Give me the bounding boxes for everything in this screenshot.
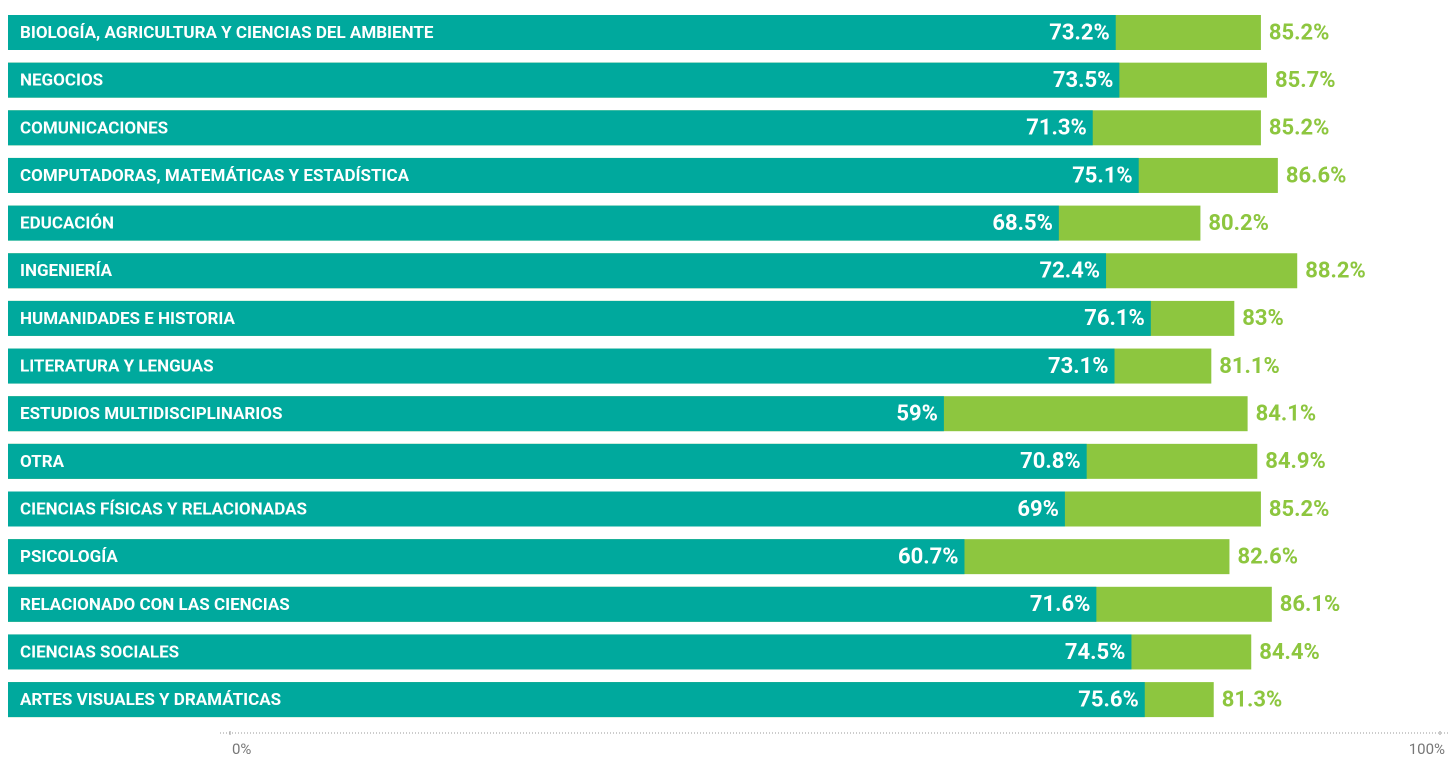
- value-label: 71.3%: [1026, 116, 1087, 141]
- value-label: 84.4%: [1259, 640, 1320, 665]
- value-label: 73.1%: [1048, 354, 1109, 379]
- bar: [8, 300, 1151, 336]
- category-label: PSICOLOGÍA: [20, 547, 118, 567]
- value-label: 85.2%: [1269, 20, 1330, 45]
- value-label: 86.6%: [1286, 163, 1347, 188]
- bar: [8, 348, 1115, 384]
- value-label: 81.1%: [1219, 354, 1280, 379]
- bar: [8, 62, 1120, 98]
- value-label: 84.9%: [1265, 449, 1326, 474]
- category-label: BIOLOGÍA, AGRICULTURA Y CIENCIAS DEL AMB…: [20, 23, 434, 43]
- value-label: 83%: [1242, 306, 1284, 331]
- value-label: 68.5%: [992, 211, 1053, 236]
- value-label: 59%: [896, 402, 938, 427]
- category-label: RELACIONADO CON LAS CIENCIAS: [20, 595, 290, 615]
- bar: [8, 682, 1145, 718]
- x-tick-label: 100%: [1409, 740, 1445, 758]
- value-label: 76.1%: [1084, 306, 1145, 331]
- bar: [8, 15, 1116, 50]
- category-label: ESTUDIOS MULTIDISCIPLINARIOS: [20, 404, 282, 424]
- category-label: HUMANIDADES E HISTORIA: [20, 309, 235, 329]
- bar: [8, 110, 1093, 146]
- category-label: ARTES VISUALES Y DRAMÁTICAS: [20, 690, 281, 710]
- value-label: 60.7%: [898, 544, 959, 569]
- value-label: 84.1%: [1256, 402, 1317, 427]
- value-label: 72.4%: [1040, 259, 1101, 284]
- value-label: 70.8%: [1020, 449, 1081, 474]
- value-label: 86.1%: [1280, 592, 1341, 617]
- bar: [8, 396, 944, 432]
- value-label: 69%: [1017, 497, 1059, 522]
- category-label: NEGOCIOS: [20, 71, 103, 91]
- value-label: 85.7%: [1275, 68, 1336, 93]
- value-label: 88.2%: [1305, 259, 1366, 284]
- value-label: 75.6%: [1078, 687, 1139, 712]
- x-tick-label: 0%: [232, 740, 251, 758]
- bar: [8, 539, 965, 575]
- bar: [8, 205, 1059, 241]
- category-label: CIENCIAS FÍSICAS Y RELACIONADAS: [20, 499, 307, 519]
- category-label: INGENIERÍA: [20, 261, 113, 281]
- category-label: COMPUTADORAS, MATEMÁTICAS Y ESTADÍSTICA: [20, 166, 410, 186]
- category-label: CIENCIAS SOCIALES: [20, 642, 179, 662]
- category-label: COMUNICACIONES: [20, 118, 168, 138]
- bar: [8, 634, 1132, 670]
- value-label: 81.3%: [1222, 687, 1283, 712]
- value-label: 73.2%: [1049, 20, 1110, 45]
- value-label: 73.5%: [1053, 68, 1114, 93]
- bar: [8, 253, 1107, 289]
- bar: [8, 586, 1097, 622]
- value-label: 74.5%: [1065, 640, 1126, 665]
- bar: [8, 491, 1065, 527]
- bar: [8, 443, 1087, 479]
- value-label: 85.2%: [1269, 116, 1330, 141]
- value-label: 85.2%: [1269, 497, 1330, 522]
- category-label: LITERATURA Y LENGUAS: [20, 357, 214, 377]
- value-label: 80.2%: [1208, 211, 1269, 236]
- category-label: OTRA: [20, 452, 65, 472]
- category-label: EDUCACIÓN: [20, 214, 114, 234]
- value-label: 71.6%: [1030, 592, 1091, 617]
- value-label: 82.6%: [1237, 544, 1298, 569]
- bar: [8, 157, 1139, 193]
- value-label: 75.1%: [1072, 163, 1133, 188]
